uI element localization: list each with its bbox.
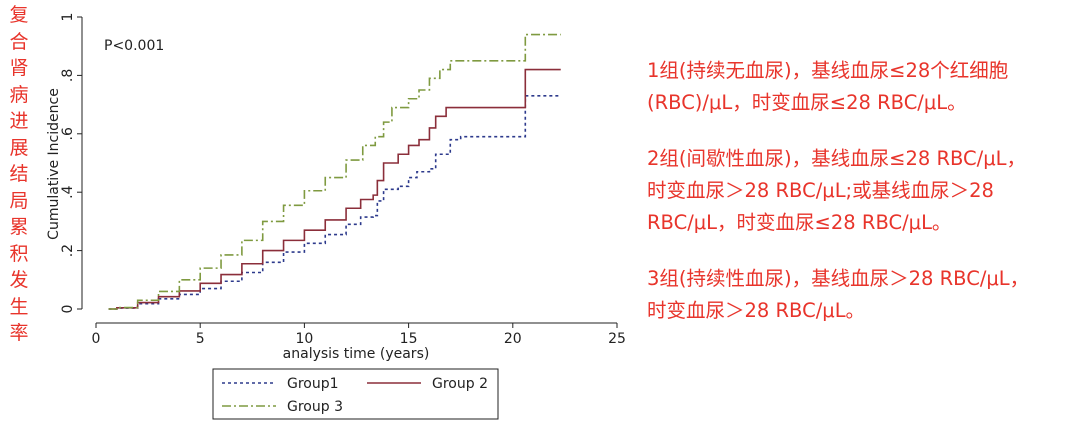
group-note-2: 2组(间歇性血尿)，基线血尿≤28 RBC/μL， 时变血尿＞28 RBC/μL… [647, 147, 1027, 234]
y-tick-label: .2 [60, 244, 76, 257]
group-note-1: 1组(持续无血尿)，基线血尿≤28个红细胞 (RBC)/μL，时变血尿≤28 R… [647, 59, 1009, 114]
p-value-annotation: P<0.001 [104, 38, 164, 54]
side-title-char: 合 [9, 30, 29, 53]
side-title-char: 复 [9, 4, 29, 26]
legend: Group1 Group 2 Group 3 [212, 368, 499, 420]
side-title-char: 结 [9, 163, 29, 185]
legend-label-1: Group1 [287, 376, 339, 392]
cumulative-incidence-chart: 0 5 10 15 20 25 0 .2 .4 .6 .8 1 P<0.001 analysis ti… [46, 13, 626, 420]
side-title: 复合肾病进展结局累积发生率 [6, 2, 32, 347]
x-tick-label: 5 [196, 331, 205, 347]
x-tick-label: 15 [400, 331, 418, 347]
series-layer [108, 33, 561, 310]
side-title-char: 病 [9, 83, 29, 106]
side-title-char: 发 [9, 269, 29, 291]
x-axis-label: analysis time (years) [283, 346, 430, 362]
series-line-2 [108, 68, 561, 310]
group-notes: 1组(持续无血尿)，基线血尿≤28个红细胞 (RBC)/μL，时变血尿≤28 R… [647, 55, 1077, 351]
side-title-char: 展 [9, 136, 29, 159]
side-title-char: 肾 [9, 57, 29, 79]
x-tick-label: 10 [295, 331, 313, 347]
side-title-char: 累 [9, 216, 29, 238]
side-title-char: 积 [9, 242, 29, 265]
group-note-3: 3组(持续性血尿)，基线血尿＞28 RBC/μL， 时变血尿＞28 RBC/μL… [647, 267, 1030, 322]
legend-box [212, 368, 499, 420]
series-line-3 [108, 33, 561, 310]
x-tick-label: 25 [608, 331, 626, 347]
legend-label-3: Group 3 [287, 399, 343, 415]
side-title-char: 局 [9, 189, 29, 212]
y-tick-label: 1 [60, 13, 76, 22]
y-tick-label: 0 [60, 305, 76, 314]
series-line-1 [108, 95, 561, 310]
y-tick-label: .8 [60, 69, 76, 82]
y-tick-label: .6 [60, 127, 76, 140]
side-title-char: 率 [9, 322, 29, 344]
legend-label-2: Group 2 [432, 376, 488, 392]
side-title-char: 进 [9, 110, 29, 132]
x-tick-label: 0 [92, 331, 101, 347]
x-tick-label: 20 [504, 331, 522, 347]
y-axis-label: Cumulative Incidence [46, 88, 62, 240]
side-title-char: 生 [9, 295, 29, 318]
y-tick-label: .4 [60, 185, 76, 198]
axes: 0 5 10 15 20 25 0 .2 .4 .6 .8 1 [60, 13, 626, 347]
